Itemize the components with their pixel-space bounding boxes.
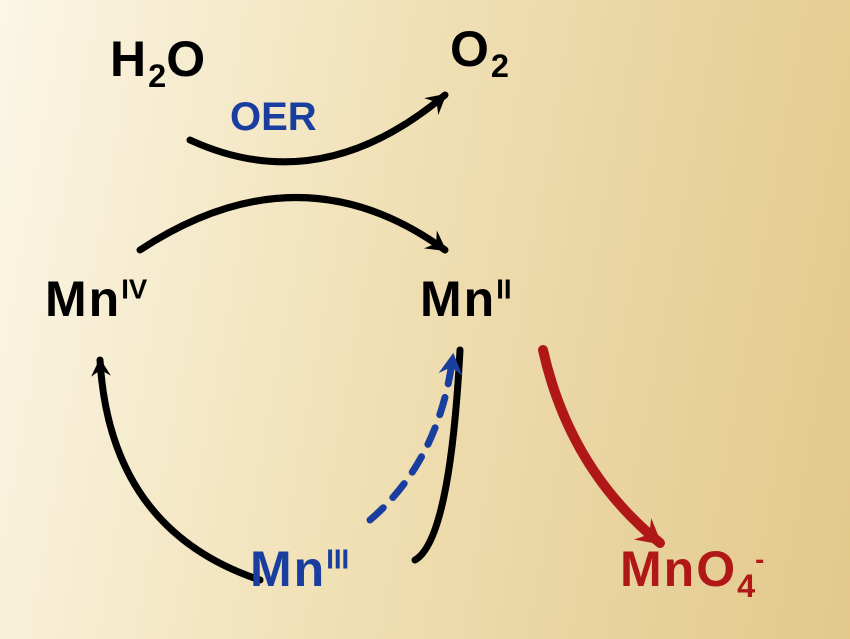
species-mn-iii: MnIII bbox=[250, 540, 349, 598]
species-mno4: MnO4- bbox=[620, 540, 764, 605]
diagram-stage: H2O O2 MnIV MnII MnIII MnO4- OER t bbox=[0, 0, 850, 639]
label-oer: OER bbox=[230, 95, 317, 140]
arrow-mn2-to-mno4 bbox=[543, 350, 660, 543]
species-h2o: H2O bbox=[110, 30, 207, 95]
arrow-mn3-to-mn2-dashed bbox=[370, 355, 453, 520]
arrow-mn3-to-mn4 bbox=[100, 360, 260, 580]
arrow-h2o-to-o2 bbox=[190, 95, 445, 162]
species-mn-iv: MnIV bbox=[45, 270, 147, 328]
species-o2: O2 bbox=[450, 20, 509, 85]
species-mn-ii: MnII bbox=[420, 270, 511, 328]
arrow-mn4-to-mn2 bbox=[140, 198, 445, 251]
